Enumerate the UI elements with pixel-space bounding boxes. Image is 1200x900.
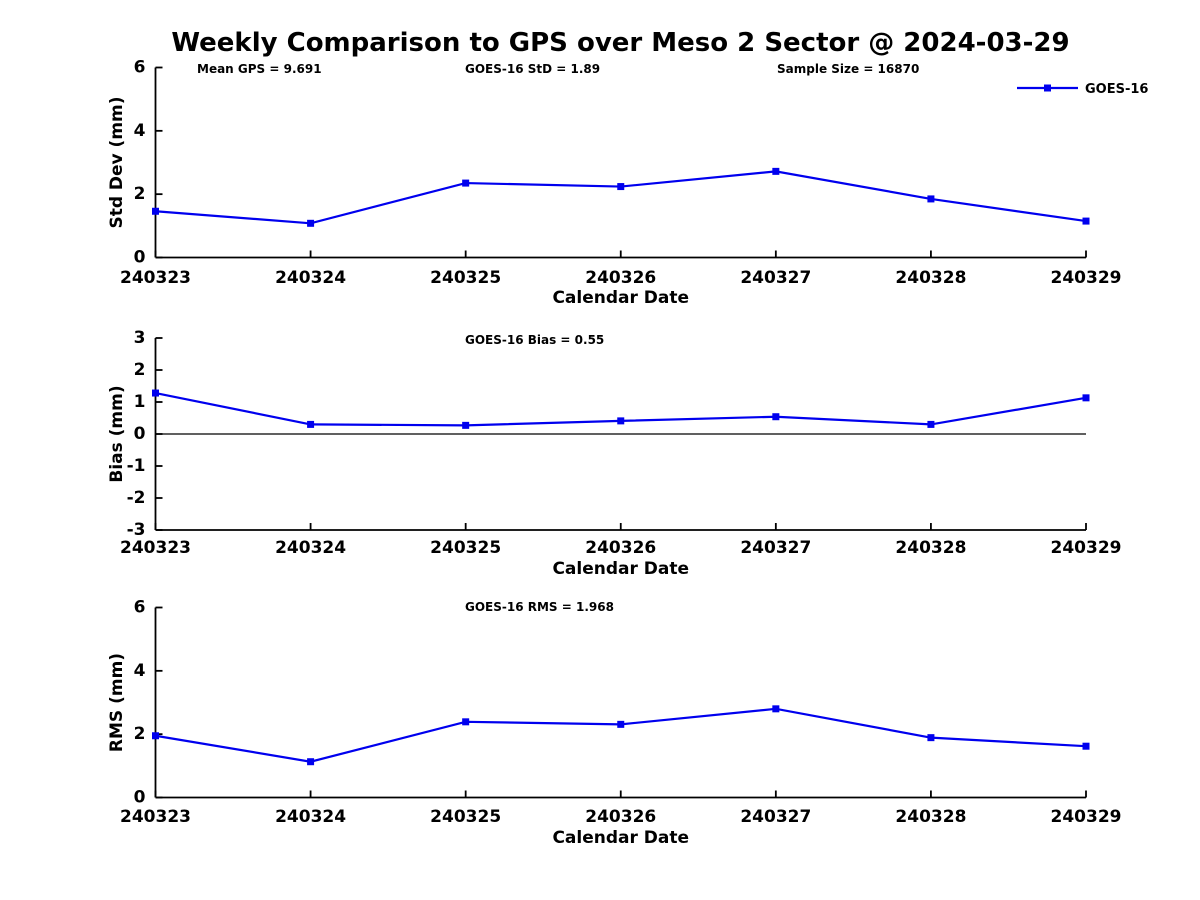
- y-tick-label: -3: [127, 520, 146, 540]
- y-tick-label: 2: [134, 184, 146, 204]
- x-tick-label: 240326: [585, 268, 656, 288]
- data-point-marker: [617, 183, 625, 191]
- y-tick-label: 6: [134, 598, 146, 618]
- x-tick-label: 240323: [120, 538, 191, 558]
- x-axis-label: Calendar Date: [552, 288, 689, 308]
- figure-title: Weekly Comparison to GPS over Meso 2 Sec…: [171, 28, 1070, 58]
- data-point-marker: [152, 207, 159, 215]
- y-tick-label: 2: [134, 360, 146, 380]
- x-tick-label: 240326: [585, 538, 656, 558]
- legend: GOES-16: [1017, 82, 1148, 97]
- data-point-marker: [927, 734, 935, 742]
- y-tick-label: 2: [134, 724, 146, 744]
- legend-label: GOES-16: [1085, 82, 1148, 97]
- y-tick-label: -2: [127, 488, 146, 508]
- data-point-marker: [152, 389, 159, 397]
- x-tick-label: 240329: [1051, 538, 1122, 558]
- subplot-annotation: Sample Size = 16870: [777, 62, 919, 76]
- data-point-marker: [462, 179, 470, 187]
- x-tick-label: 240328: [895, 807, 966, 827]
- rms-chart: 0 2 4 6 240323 240324 240325 240326 240327 240328…: [107, 598, 1121, 849]
- y-tick-label: 0: [134, 424, 146, 444]
- data-line: [155, 707, 1087, 763]
- x-axis-label: Calendar Date: [552, 828, 689, 848]
- y-tick-label: 1: [134, 392, 146, 412]
- data-point-marker: [617, 417, 625, 425]
- x-tick-label: 240324: [275, 807, 346, 827]
- x-tick-label: 240325: [430, 538, 501, 558]
- y-tick-label: 0: [134, 788, 146, 808]
- x-tick-label: 240327: [740, 538, 811, 558]
- std-dev-chart: 0 2 4 6 240323 240324 240325 240326 240327 240328…: [107, 58, 1148, 309]
- x-axis-label: Calendar Date: [552, 559, 689, 579]
- y-tick-label: 6: [134, 58, 146, 78]
- data-point-marker: [617, 720, 625, 728]
- data-point-marker: [462, 718, 470, 726]
- subplot-annotation: GOES-16 StD = 1.89: [465, 62, 600, 76]
- x-tick-label: 240324: [275, 538, 346, 558]
- data-point-marker: [1082, 742, 1090, 750]
- x-tick-label: 240326: [585, 807, 656, 827]
- data-point-marker: [152, 732, 159, 740]
- data-point-marker: [772, 413, 780, 421]
- data-point-marker: [307, 219, 315, 227]
- y-axis-label: Bias (mm): [107, 385, 127, 482]
- subplot-annotation: GOES-16 Bias = 0.55: [465, 333, 604, 347]
- data-line: [155, 170, 1087, 225]
- data-point-marker: [927, 420, 935, 428]
- x-tick-label: 240324: [275, 268, 346, 288]
- y-tick-label: 4: [134, 661, 146, 681]
- x-tick-label: 240323: [120, 807, 191, 827]
- subplot-annotation: GOES-16 RMS = 1.968: [465, 600, 614, 614]
- x-tick-label: 240323: [120, 268, 191, 288]
- x-tick-label: 240328: [895, 538, 966, 558]
- data-point-marker: [1082, 394, 1090, 402]
- x-tick-label: 240329: [1051, 807, 1122, 827]
- x-tick-label: 240328: [895, 268, 966, 288]
- data-point-marker: [772, 705, 780, 713]
- x-tick-label: 240325: [430, 268, 501, 288]
- data-point-marker: [307, 420, 315, 428]
- y-tick-label: 0: [134, 248, 146, 268]
- y-tick-label: 4: [134, 121, 146, 141]
- y-axis-label: RMS (mm): [107, 653, 127, 752]
- subplot-annotation: Mean GPS = 9.691: [197, 62, 322, 76]
- y-tick-label: 3: [134, 328, 146, 348]
- x-tick-label: 240325: [430, 807, 501, 827]
- data-point-marker: [462, 421, 470, 429]
- x-tick-label: 240329: [1051, 268, 1122, 288]
- bias-chart: -3 -2 -1 0 1 2 3 240323 240324 240325 240326 240327…: [107, 328, 1121, 579]
- data-point-marker: [307, 758, 315, 766]
- legend-marker-sample: [1044, 84, 1051, 92]
- data-point-marker: [1082, 217, 1090, 225]
- data-point-marker: [772, 167, 780, 175]
- y-axis-label: Std Dev (mm): [107, 96, 127, 228]
- y-tick-label: -1: [127, 456, 146, 476]
- x-tick-label: 240327: [740, 807, 811, 827]
- data-point-marker: [927, 195, 935, 203]
- x-tick-label: 240327: [740, 268, 811, 288]
